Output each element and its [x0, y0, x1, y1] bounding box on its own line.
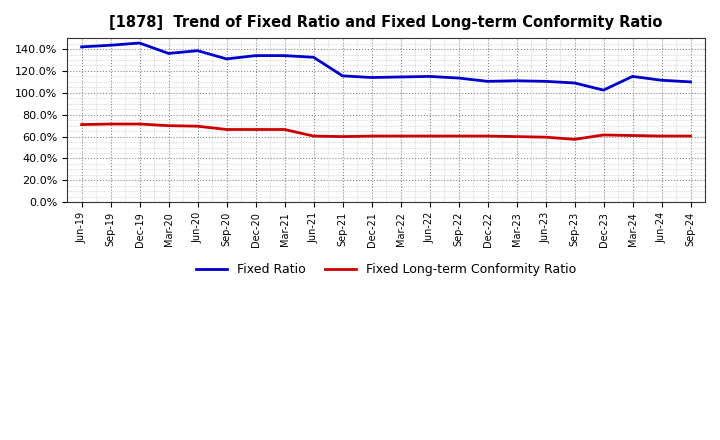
Fixed Ratio	[657, 77, 666, 83]
Fixed Ratio	[541, 79, 550, 84]
Fixed Ratio	[628, 74, 636, 79]
Fixed Ratio	[599, 88, 608, 93]
Fixed Ratio	[367, 75, 376, 80]
Fixed Ratio	[686, 79, 695, 84]
Fixed Ratio	[512, 78, 521, 84]
Fixed Ratio	[396, 74, 405, 80]
Fixed Ratio	[107, 43, 115, 48]
Fixed Ratio	[280, 53, 289, 58]
Fixed Ratio	[193, 48, 202, 53]
Fixed Long-term Conformity Ratio	[251, 127, 260, 132]
Fixed Ratio	[77, 44, 86, 50]
Fixed Ratio	[135, 40, 144, 46]
Fixed Long-term Conformity Ratio	[338, 134, 347, 139]
Fixed Long-term Conformity Ratio	[599, 132, 608, 138]
Fixed Long-term Conformity Ratio	[657, 133, 666, 139]
Fixed Ratio	[309, 55, 318, 60]
Fixed Ratio	[483, 79, 492, 84]
Fixed Long-term Conformity Ratio	[164, 123, 173, 128]
Fixed Long-term Conformity Ratio	[367, 133, 376, 139]
Fixed Ratio	[164, 51, 173, 56]
Fixed Long-term Conformity Ratio	[396, 133, 405, 139]
Fixed Long-term Conformity Ratio	[541, 135, 550, 140]
Fixed Ratio	[222, 56, 231, 62]
Fixed Long-term Conformity Ratio	[512, 134, 521, 139]
Fixed Long-term Conformity Ratio	[628, 133, 636, 138]
Fixed Long-term Conformity Ratio	[426, 133, 434, 139]
Fixed Ratio	[251, 53, 260, 58]
Fixed Ratio	[570, 81, 579, 86]
Line: Fixed Long-term Conformity Ratio: Fixed Long-term Conformity Ratio	[81, 124, 690, 139]
Fixed Long-term Conformity Ratio	[193, 124, 202, 129]
Line: Fixed Ratio: Fixed Ratio	[81, 43, 690, 90]
Legend: Fixed Ratio, Fixed Long-term Conformity Ratio: Fixed Ratio, Fixed Long-term Conformity …	[191, 258, 581, 282]
Fixed Ratio	[338, 73, 347, 78]
Fixed Long-term Conformity Ratio	[309, 133, 318, 139]
Fixed Ratio	[426, 74, 434, 79]
Fixed Long-term Conformity Ratio	[107, 121, 115, 127]
Fixed Long-term Conformity Ratio	[483, 133, 492, 139]
Fixed Ratio	[454, 75, 463, 81]
Fixed Long-term Conformity Ratio	[222, 127, 231, 132]
Title: [1878]  Trend of Fixed Ratio and Fixed Long-term Conformity Ratio: [1878] Trend of Fixed Ratio and Fixed Lo…	[109, 15, 662, 30]
Fixed Long-term Conformity Ratio	[570, 137, 579, 142]
Fixed Long-term Conformity Ratio	[280, 127, 289, 132]
Fixed Long-term Conformity Ratio	[686, 133, 695, 139]
Fixed Long-term Conformity Ratio	[135, 121, 144, 127]
Fixed Long-term Conformity Ratio	[454, 133, 463, 139]
Fixed Long-term Conformity Ratio	[77, 122, 86, 127]
